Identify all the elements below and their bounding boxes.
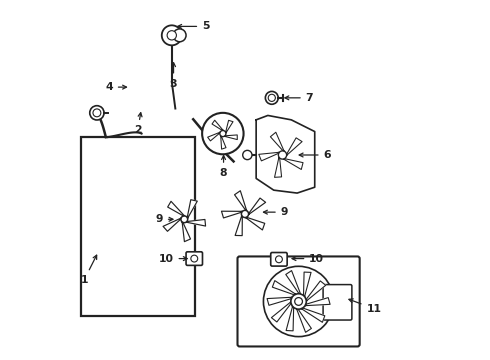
Polygon shape xyxy=(306,298,330,306)
Polygon shape xyxy=(182,222,191,242)
Polygon shape xyxy=(256,116,315,193)
Polygon shape xyxy=(272,280,295,295)
Polygon shape xyxy=(226,120,233,133)
Circle shape xyxy=(93,109,101,117)
Polygon shape xyxy=(187,220,206,226)
Polygon shape xyxy=(306,281,326,301)
Polygon shape xyxy=(284,159,303,170)
Text: 4: 4 xyxy=(105,82,126,92)
Text: 6: 6 xyxy=(299,150,331,160)
Text: 7: 7 xyxy=(285,93,313,103)
Polygon shape xyxy=(267,297,292,305)
Polygon shape xyxy=(220,136,226,149)
Circle shape xyxy=(264,266,334,337)
Circle shape xyxy=(243,150,252,159)
Circle shape xyxy=(220,131,226,136)
FancyBboxPatch shape xyxy=(186,252,202,265)
Polygon shape xyxy=(221,211,242,218)
Polygon shape xyxy=(212,120,223,130)
Polygon shape xyxy=(168,201,184,216)
Polygon shape xyxy=(163,218,181,231)
Polygon shape xyxy=(208,132,220,141)
Polygon shape xyxy=(235,191,246,210)
Text: 10: 10 xyxy=(292,253,324,264)
FancyBboxPatch shape xyxy=(270,252,287,266)
Text: 8: 8 xyxy=(220,156,227,178)
Text: 2: 2 xyxy=(134,113,142,135)
Polygon shape xyxy=(271,302,291,322)
Text: 11: 11 xyxy=(349,299,381,314)
Circle shape xyxy=(268,94,275,102)
Polygon shape xyxy=(270,132,284,151)
Circle shape xyxy=(173,29,186,42)
Polygon shape xyxy=(286,271,300,293)
FancyBboxPatch shape xyxy=(81,137,195,316)
Polygon shape xyxy=(287,138,302,155)
Polygon shape xyxy=(249,198,266,214)
Circle shape xyxy=(294,298,302,305)
Text: 3: 3 xyxy=(170,63,177,89)
Circle shape xyxy=(181,216,188,223)
Circle shape xyxy=(191,255,197,262)
Text: 9: 9 xyxy=(155,214,173,224)
FancyBboxPatch shape xyxy=(238,256,360,346)
Circle shape xyxy=(266,91,278,104)
Circle shape xyxy=(162,25,182,45)
Polygon shape xyxy=(274,158,282,177)
Polygon shape xyxy=(286,307,294,331)
Circle shape xyxy=(291,294,306,309)
Circle shape xyxy=(90,106,104,120)
Polygon shape xyxy=(303,272,311,296)
Circle shape xyxy=(167,31,176,40)
Text: 5: 5 xyxy=(178,21,210,31)
Polygon shape xyxy=(235,216,242,235)
Text: 1: 1 xyxy=(80,255,97,285)
Polygon shape xyxy=(259,152,279,161)
Polygon shape xyxy=(297,309,311,332)
Polygon shape xyxy=(302,308,325,322)
Circle shape xyxy=(275,256,282,263)
Circle shape xyxy=(278,151,287,159)
Polygon shape xyxy=(187,200,197,218)
Text: 9: 9 xyxy=(264,207,288,217)
Circle shape xyxy=(202,113,244,154)
Text: 10: 10 xyxy=(159,253,187,264)
Circle shape xyxy=(242,210,248,217)
Polygon shape xyxy=(225,135,237,140)
FancyBboxPatch shape xyxy=(323,285,352,320)
Polygon shape xyxy=(246,217,265,230)
